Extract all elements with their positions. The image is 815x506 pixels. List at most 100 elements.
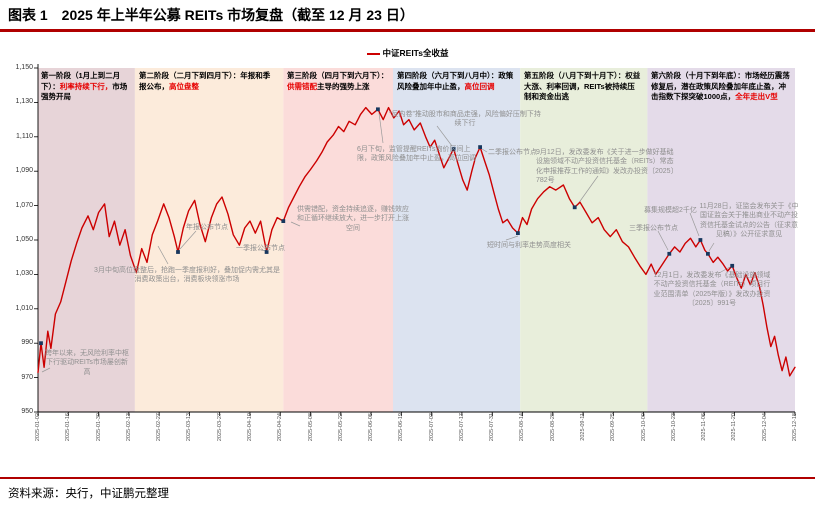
annotation-leader-3 <box>179 230 197 250</box>
x-tick-label: 2025-02-27 <box>156 413 163 442</box>
y-tick-label: 950 <box>21 408 33 415</box>
x-tick-label: 2025-08-14 <box>519 413 526 442</box>
annotation-13: 11月28日，证监会发布关于《中国证监会关于推出商业不动产投资信托基金试点的公告… <box>699 203 799 239</box>
event-marker-3 <box>264 250 269 254</box>
stage-label-1: 第一阶段（1月上到二月下）：利率持续下行，市场强势开局 <box>41 71 133 103</box>
annotation-leader-10 <box>577 175 599 205</box>
x-tick-label: 2025-03-27 <box>216 413 223 442</box>
stage-label-text: 市场强势开局 <box>41 81 128 102</box>
event-marker-8 <box>516 231 520 235</box>
legend-label: 中证REITs全收益 <box>382 48 449 58</box>
annotation-12: 三季报公布节点 <box>629 225 678 232</box>
annotation-leader-8 <box>481 148 488 153</box>
stage-band-5 <box>520 68 648 412</box>
annotation-4: 一季报公布节点 <box>236 245 285 252</box>
x-tick-label: 2025-07-31 <box>489 413 496 442</box>
stage-label-emphasis: 高位盘整 <box>169 81 199 91</box>
event-marker-13 <box>730 263 735 268</box>
y-tick-label: 1,030 <box>15 270 33 278</box>
annotation-7: “反内卷”推动股市和商品走强，风险偏好压制下持续下行 <box>389 111 541 128</box>
title-divider <box>0 29 815 32</box>
event-marker-4 <box>281 219 286 223</box>
x-tick-label: 2025-07-17 <box>458 413 465 442</box>
annotation-leader-5 <box>290 221 301 227</box>
stage-band-6 <box>647 68 795 412</box>
annotation-1: 跨年以来，无风险利率中枢下行驱动REITs市场屡创新高 <box>45 350 129 376</box>
y-tick-label: 1,050 <box>15 236 33 243</box>
stage-label-emphasis: 供需错配 <box>287 81 317 91</box>
reits-index-line <box>37 106 796 377</box>
annotation-leader-9 <box>505 235 519 241</box>
event-marker-6 <box>451 146 456 151</box>
stage-band-2 <box>134 68 284 412</box>
stage-label-4: 第四阶段（六月下到八月中）：政策风险叠加年中止盈，高位回调 <box>397 71 517 92</box>
x-tick-label: 2025-04-10 <box>246 413 253 442</box>
x-tick-label: 2025-08-28 <box>549 413 556 442</box>
event-marker-9 <box>572 205 577 210</box>
annotation-leader-6 <box>378 112 384 144</box>
y-tick-label: 1,150 <box>15 64 33 71</box>
stage-label-2: 第二阶段（二月下到四月下）：年报和季报公布，高位盘整 <box>139 71 277 92</box>
stage-label-text: 第一阶段（1月上到二月下）： <box>41 71 121 91</box>
annotation-8: 二季报公布节点 <box>488 149 537 156</box>
annotation-2: 3月中旬高位盘整后，抢跑一季度报利好，叠加促内需尤其是消费政策出台，消费板块领涨… <box>94 267 280 284</box>
x-tick-label: 2025-01-30 <box>95 413 102 442</box>
stage-band-3 <box>283 68 394 412</box>
y-tick-label: 1,090 <box>15 167 33 175</box>
stage-label-6: 第六阶段（十月下到年底）：市场经历震荡修复后，潜在政策风险叠加年底止盈，冲击指数… <box>651 71 791 103</box>
x-tick-label: 2025-06-19 <box>398 413 405 442</box>
x-tick-label: 2025-11-06 <box>701 413 708 441</box>
x-tick-label: 2025-06-05 <box>368 413 375 442</box>
annotation-leader-14 <box>718 266 731 274</box>
event-marker-10 <box>667 251 672 256</box>
event-marker-5 <box>376 107 380 112</box>
event-marker-12 <box>706 251 710 256</box>
legend-line-swatch <box>366 52 380 55</box>
annotation-leader-11 <box>689 212 700 237</box>
source-note: 资料来源：央行，中证鹏元整理 <box>8 488 169 500</box>
x-tick-label: 2025-12-18 <box>792 413 798 442</box>
annotation-11: 募集规模超2千亿 <box>644 207 697 214</box>
x-tick-label: 2025-03-13 <box>186 413 193 442</box>
event-marker-11 <box>698 238 703 242</box>
event-marker-7 <box>478 145 482 149</box>
stage-label-emphasis: 高位回调 <box>464 81 495 91</box>
x-tick-label: 2025-10-09 <box>640 413 647 442</box>
stage-band-4 <box>393 68 521 412</box>
event-marker-2 <box>176 250 180 254</box>
annotation-9: 短时间与利率走势高度相关 <box>487 242 571 249</box>
x-tick-label: 2025-04-24 <box>277 413 284 442</box>
annotation-14: 12月1日，发改委发布《基础设施领域不动产投资信托基金（REITs）项目行业范围… <box>653 272 771 308</box>
y-tick-label: 1,110 <box>16 132 33 140</box>
x-tick-label: 2025-09-11 <box>580 413 587 441</box>
x-tick-label: 2025-11-20 <box>731 413 738 441</box>
stage-label-text: 第五阶段（八月下到十月下）：权益大涨、利率回调，REITs被持续压制和资金出逃 <box>524 71 641 102</box>
y-tick-label: 1,130 <box>15 98 33 106</box>
figure-title: 图表 1 2025 年上半年公募 REITs 市场复盘（截至 12 月 23 日… <box>8 7 414 23</box>
annotation-5: 供需错配，资金持续追逐，赚钱效应和正循环继续放大，进一步打开上涨空间 <box>297 206 409 232</box>
footer-divider <box>0 477 815 479</box>
x-tick-label: 2025-01-16 <box>65 413 72 442</box>
annotation-leader-2 <box>157 245 169 265</box>
x-tick-label: 2025-05-08 <box>307 413 314 442</box>
annotation-6: 6月下旬，监管提醒REITs询价区间上限，政策风险叠加年中止盈，高位回调 <box>357 146 476 163</box>
x-tick-label: 2025-02-13 <box>125 413 132 442</box>
y-tick-label: 1,010 <box>15 304 33 312</box>
stage-label-3: 第三阶段（四月下到六月下）：供需错配主导的强势上涨 <box>287 71 389 92</box>
stage-label-text: 第二阶段（二月下到四月下）：年报和季报公布， <box>139 71 271 91</box>
annotation-leader-1 <box>41 367 51 373</box>
annotation-leader-13 <box>708 242 715 252</box>
annotation-10: 9月12日，发改委发布《关于进一步做好基础设施领域不动产投资信托基金（REITs… <box>536 149 675 185</box>
stage-label-text: 主导的强势上涨 <box>317 81 370 91</box>
y-tick-label: 1,070 <box>15 201 33 209</box>
x-tick-label: 2025-01-02 <box>35 413 41 442</box>
stage-label-text: 第三阶段（四月下到六月下）： <box>287 71 389 80</box>
stage-label-emphasis: 全年走出V型 <box>735 92 778 102</box>
stage-label-text: 第四阶段（六月下到八月中）：政策风险叠加年中止盈， <box>397 71 514 91</box>
y-tick-label: 990 <box>21 339 33 347</box>
annotation-3: 年报公布节点 <box>186 224 228 231</box>
x-tick-label: 2025-12-04 <box>761 413 768 442</box>
x-tick-label: 2025-10-23 <box>670 413 677 442</box>
